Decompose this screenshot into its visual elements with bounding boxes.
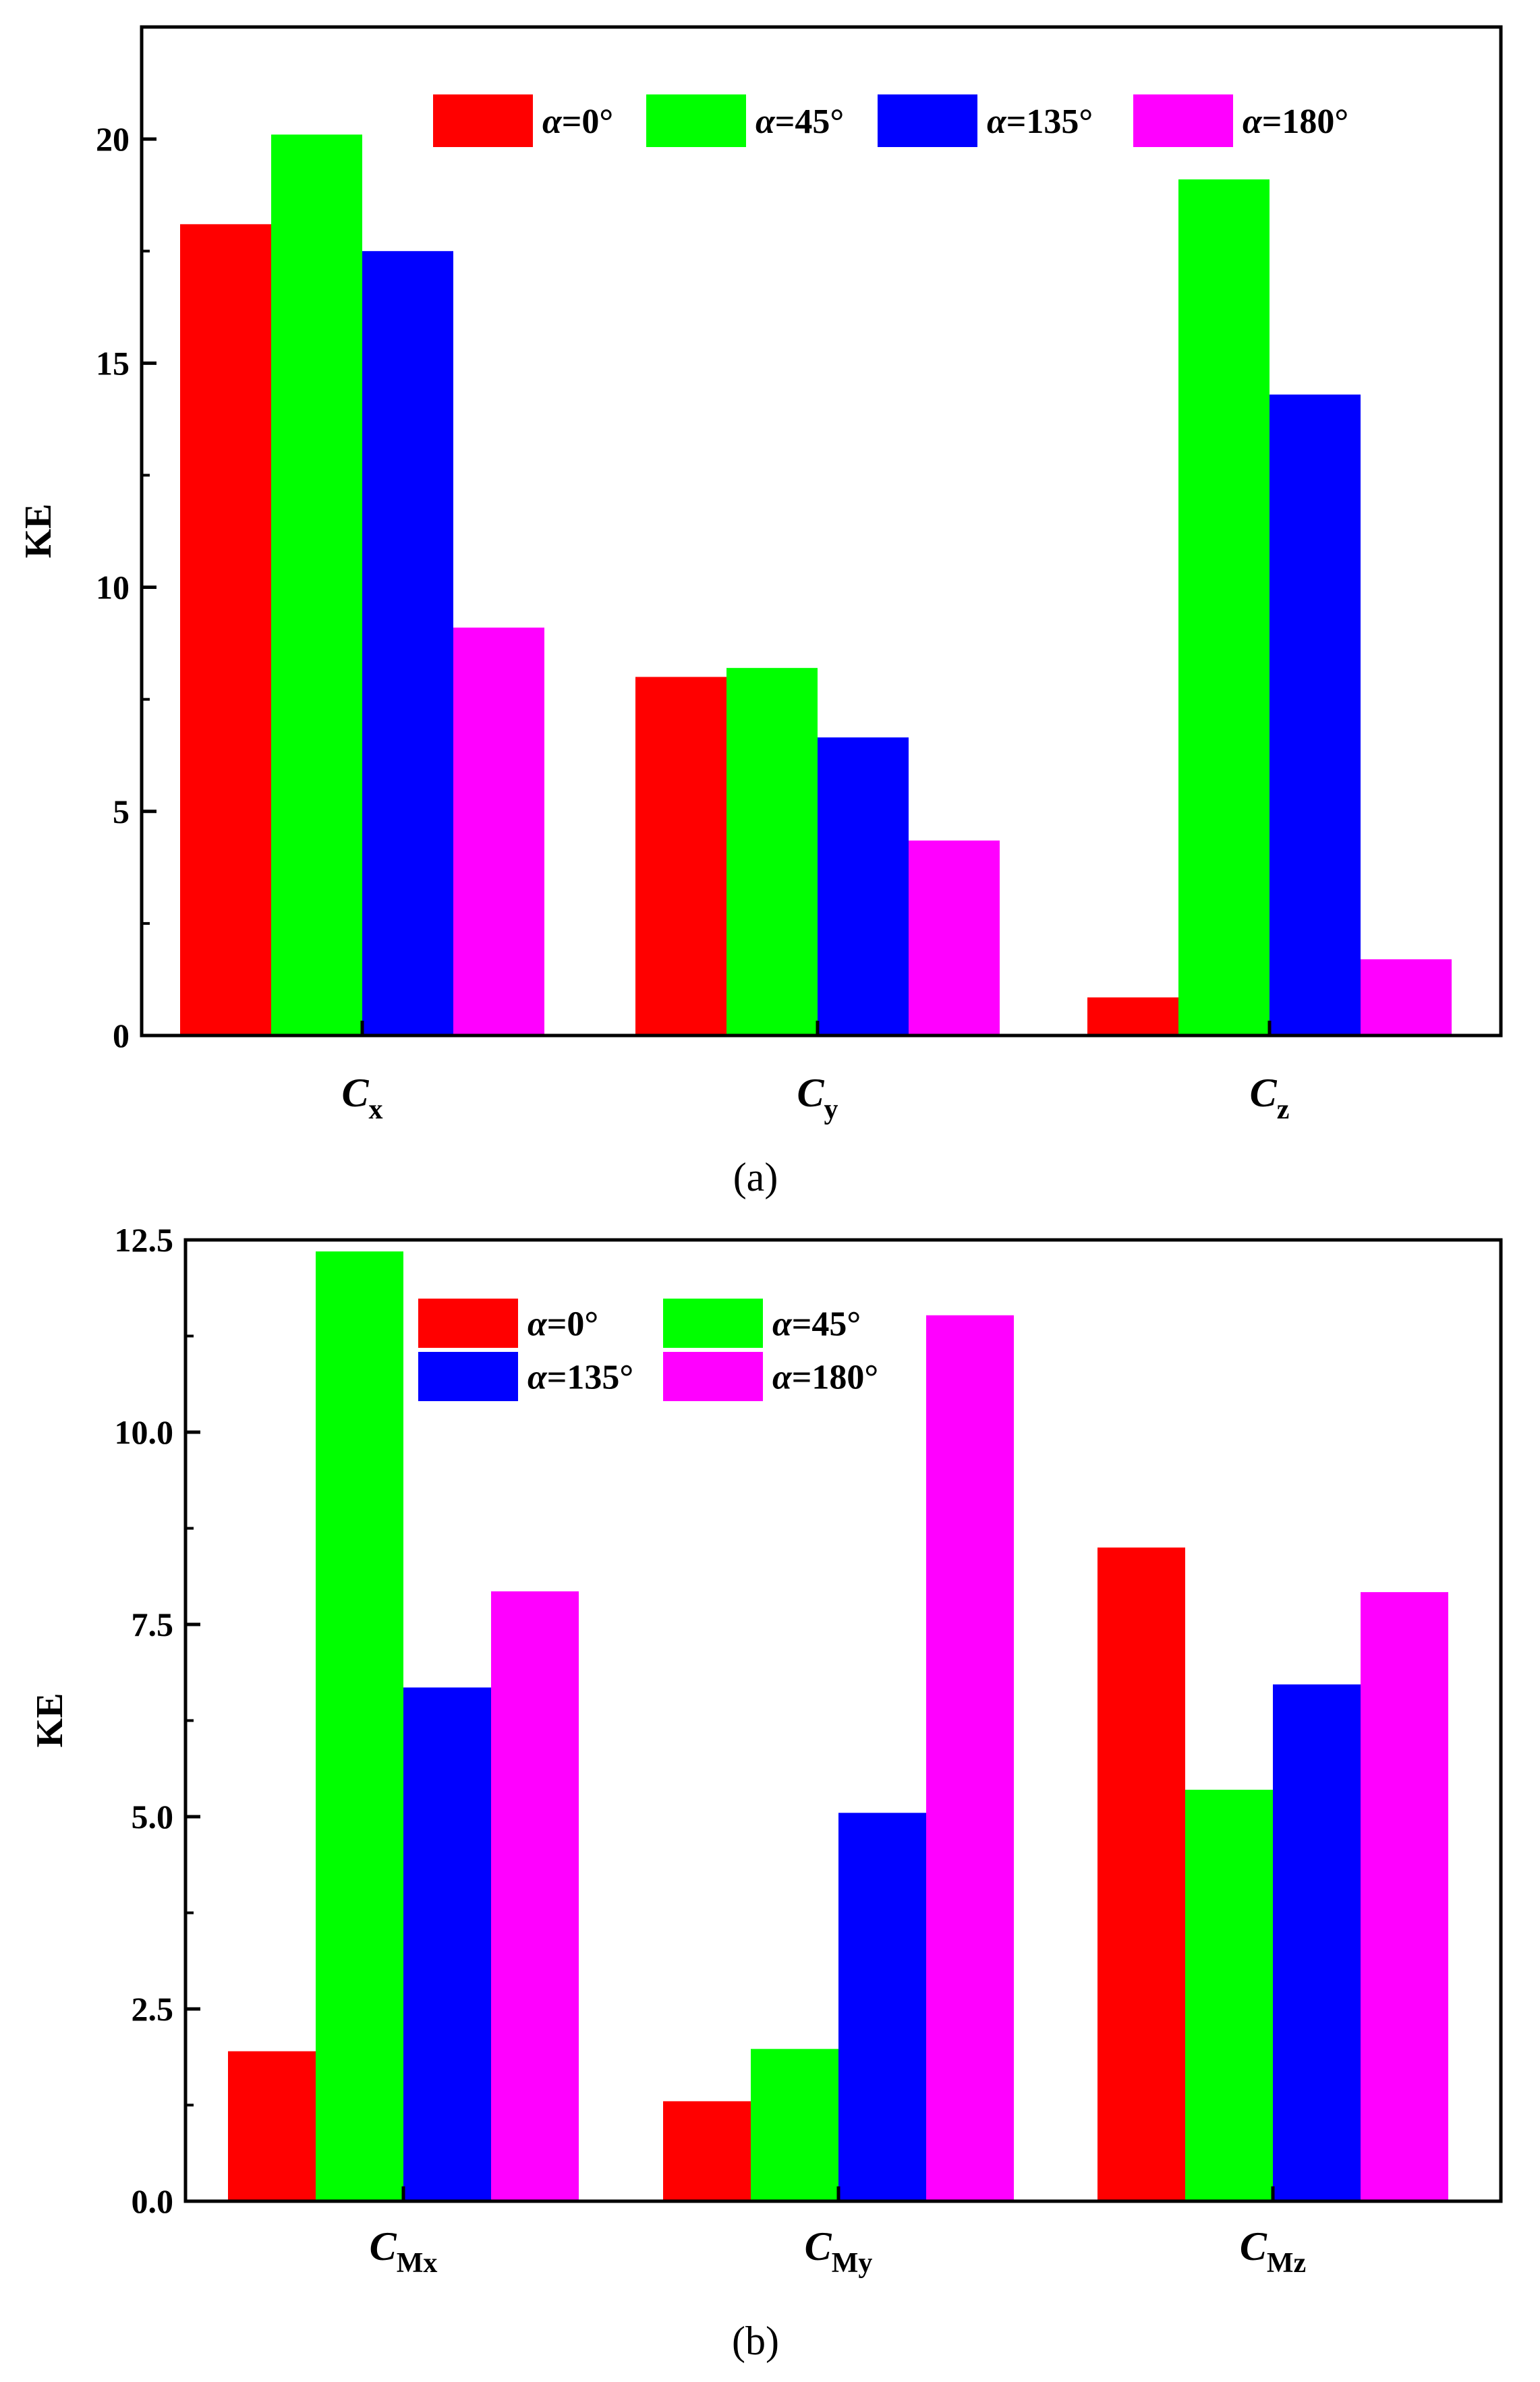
legend-label-3: α=180° [1243,103,1348,141]
x-tick-label-y: Cy [797,1071,838,1125]
legend: α=0° α=45° α=135° α=180° [433,94,1348,147]
bar-y-series-2 [818,737,909,1036]
y-tick-label: 7.5 [132,1606,174,1643]
bar-mz-series-0 [1097,1548,1185,2201]
y-tick-label: 0.0 [132,2182,174,2220]
legend-label-0: α=0° [527,1305,598,1344]
y-tick-label: 12.5 [115,1221,174,1259]
bar-x-series-2 [362,251,453,1036]
bar-mx-series-1 [316,1251,403,2201]
bar-my-series-1 [751,2049,838,2201]
bar-y-series-3 [909,840,1000,1036]
x-tick-label-x: Cx [341,1071,382,1125]
bar-mz-series-1 [1185,1790,1273,2201]
x-tick-label-my: CMy [805,2224,873,2279]
legend-swatch-3 [663,1352,763,1401]
y-tick-label: 2.5 [132,1990,174,2028]
bar-y-series-0 [635,677,726,1036]
legend-swatch-3 [1133,94,1233,147]
y-axis-title: KE [18,504,59,559]
legend-label-2: α=135° [987,103,1093,141]
bar-mz-series-2 [1273,1684,1361,2201]
bar-mx-series-0 [228,2051,316,2201]
y-axis-title: KE [29,1693,71,1748]
legend-swatch-0 [433,94,533,147]
bar-x-series-0 [180,224,271,1036]
y-tick-label: 10 [96,569,130,606]
y-tick-label: 10.0 [115,1413,174,1451]
panel-label: (a) [733,1155,778,1199]
legend-swatch-2 [878,94,977,147]
bar-my-series-3 [926,1315,1014,2201]
bar-z-series-3 [1361,959,1452,1036]
plot-frame [140,25,1503,1038]
legend-label-3: α=180° [772,1359,878,1397]
bar-y-series-1 [726,668,818,1036]
legend-label-0: α=0° [542,103,613,141]
y-tick-label: 5.0 [132,1798,174,1836]
legend-swatch-1 [646,94,746,147]
panel-b-chart: 0.0 2.5 5.0 7.5 10.0 12.5 CMx CMy CMz KE α=0° α=45°… [29,1221,1503,2363]
bar-z-series-0 [1087,997,1178,1036]
legend-swatch-0 [418,1299,518,1348]
legend-swatch-1 [663,1299,763,1348]
panel-label: (b) [732,2319,779,2363]
panel-a-chart: 0 5 10 15 20 Cx Cy Cz KE α=0° α=45° α=135° α=180° (a) [18,25,1503,1199]
bar-mz-series-3 [1361,1592,1448,2201]
legend: α=0° α=45° α=135° α=180° [418,1299,878,1401]
x-tick-label-z: Cz [1250,1071,1290,1125]
y-tick-label: 20 [96,120,130,158]
legend-label-2: α=135° [527,1359,633,1397]
legend-label-1: α=45° [755,103,844,141]
bar-z-series-1 [1178,179,1270,1036]
x-tick-label-mz: CMz [1240,2224,1306,2279]
bar-my-series-0 [663,2101,751,2201]
legend-label-1: α=45° [772,1305,861,1344]
bar-mx-series-3 [491,1591,579,2201]
bar-x-series-1 [271,134,362,1036]
bar-z-series-2 [1270,394,1361,1036]
legend-swatch-2 [418,1352,518,1401]
y-tick-label: 15 [96,344,130,382]
bar-my-series-2 [838,1813,926,2201]
y-tick-label: 0 [113,1017,130,1054]
x-tick-label-mx: CMx [370,2224,438,2279]
bar-mx-series-2 [403,1687,491,2201]
bar-x-series-3 [453,627,544,1036]
y-tick-label: 5 [113,793,130,830]
